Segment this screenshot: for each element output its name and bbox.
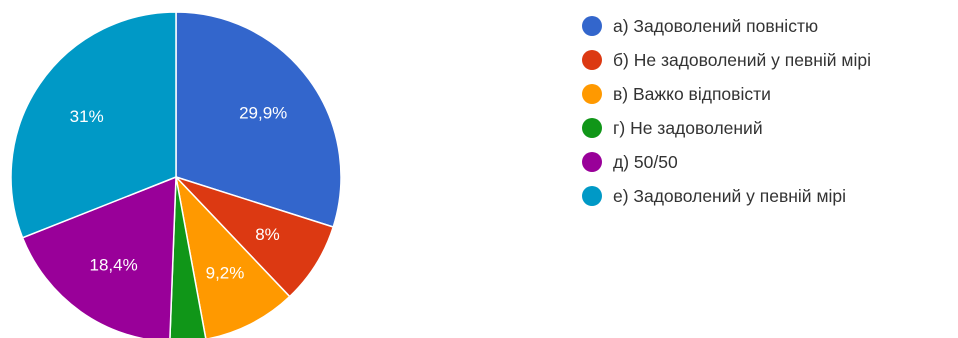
legend-label-3: в) Важко відповісти (613, 83, 771, 104)
legend-item-1: а) Задоволений повністю (582, 9, 871, 43)
chart-legend: а) Задоволений повністю б) Не задоволений… (582, 9, 871, 213)
pie-slice-label-3: 9,2% (206, 264, 245, 283)
pie-slice-label-2: 8% (255, 225, 280, 244)
pie-slice-1 (175, 11, 342, 228)
legend-item-3: в) Важко відповісти (582, 77, 871, 111)
legend-swatch-3 (582, 84, 602, 104)
legend-swatch-5 (582, 152, 602, 172)
pie-slice-6 (10, 11, 177, 239)
legend-label-2: б) Не задоволений у певній мірі (613, 49, 871, 70)
legend-label-5: д) 50/50 (613, 151, 678, 172)
legend-swatch-1 (582, 16, 602, 36)
pie-chart-area: 29,9% 8% 9,2% 18,4% 31% (0, 0, 360, 338)
legend-item-5: д) 50/50 (582, 145, 871, 179)
legend-item-2: б) Не задоволений у певній мірі (582, 43, 871, 77)
pie-slice-label-5: 18,4% (89, 256, 137, 275)
legend-item-6: е) Задоволений у певній мірі (582, 179, 871, 213)
legend-swatch-6 (582, 186, 602, 206)
pie-slice-5 (21, 175, 177, 338)
legend-item-4: г) Не задоволений (582, 111, 871, 145)
legend-swatch-2 (582, 50, 602, 70)
pie-slice-3 (174, 174, 291, 338)
pie-slice-4 (169, 176, 207, 338)
pie-slice-label-6: 31% (70, 107, 104, 126)
pie-slice-label-1: 29,9% (239, 104, 287, 123)
pie-chart: 29,9% 8% 9,2% 18,4% 31% (10, 11, 342, 338)
legend-label-6: е) Задоволений у певній мірі (613, 185, 846, 206)
legend-label-4: г) Не задоволений (613, 117, 763, 138)
legend-swatch-4 (582, 118, 602, 138)
legend-label-1: а) Задоволений повністю (613, 15, 819, 36)
